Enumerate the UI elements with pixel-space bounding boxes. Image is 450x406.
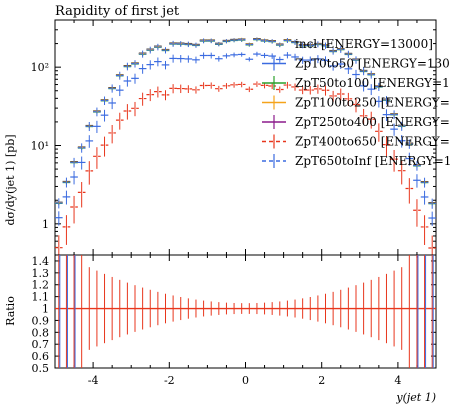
x-axis-label: y(jet 1)	[395, 391, 436, 404]
x-tick-label: -4	[88, 374, 99, 387]
ratio-frame	[54, 254, 437, 369]
legend-entry-label: ZpT0to50 [ENERGY=13000]	[295, 57, 450, 71]
main-y-tick-label: 1	[42, 218, 49, 231]
ratio-y-tick-label: 0.8	[32, 326, 50, 339]
ratio-y-tick-label: 1.2	[32, 279, 50, 292]
legend-entry-label: ZpT400to650 [ENERGY=13000]	[295, 135, 450, 149]
ratio-y-tick-label: 1.4	[32, 255, 50, 268]
ratio-y-tick-label: 0.7	[32, 338, 50, 351]
x-tick-label: 2	[318, 374, 325, 387]
chart-title: Rapidity of first jet	[55, 4, 180, 19]
legend-entry-label: ZpT50to100 [ENERGY=13000]	[295, 76, 450, 90]
ratio-y-tick-label: 1.3	[32, 267, 50, 280]
main-y-tick-label: 10¹	[31, 139, 49, 152]
red-dashed-line	[55, 81, 436, 255]
ratio-y-tick-label: 0.9	[32, 314, 50, 327]
main-y-tick-label: 10²	[31, 61, 49, 74]
ratio-panel: -4 -2 0 2 4 0.50.60.70.80.911.11.21.31.4	[32, 254, 437, 387]
legend-entry-label: incl [ENERGY=13000]	[295, 37, 433, 51]
main-panel: 1 10¹ 10²	[31, 19, 437, 368]
x-tick-label: 0	[242, 374, 249, 387]
x-tick-label: 4	[394, 374, 401, 387]
legend-entry-label: ZpT100to250 [ENERGY=13000]	[295, 96, 450, 110]
ratio-series	[55, 255, 436, 368]
ratio-y-tick-label: 0.6	[32, 350, 50, 363]
blue-dashed-line	[55, 37, 436, 209]
x-tick-label: -2	[164, 374, 175, 387]
ratio-y-tick-label: 0.5	[32, 362, 50, 375]
blue-solid-line	[55, 51, 436, 226]
ratio-y-axis-label: Ratio	[4, 296, 17, 326]
legend-entry-label: ZpT250to400 [ENERGY=13000]	[295, 115, 450, 129]
legend-entry-label: ZpT650toInf [ENERGY=13000]	[295, 154, 450, 168]
ratio-y-tick-label: 1	[42, 303, 49, 316]
legend: incl [ENERGY=13000] ZpT0to50 [ENERGY=1300…	[262, 37, 450, 168]
ratio-y-tick-label: 1.1	[32, 291, 50, 304]
main-y-axis-label: dσ/dy(jet 1) [pb]	[4, 134, 17, 225]
